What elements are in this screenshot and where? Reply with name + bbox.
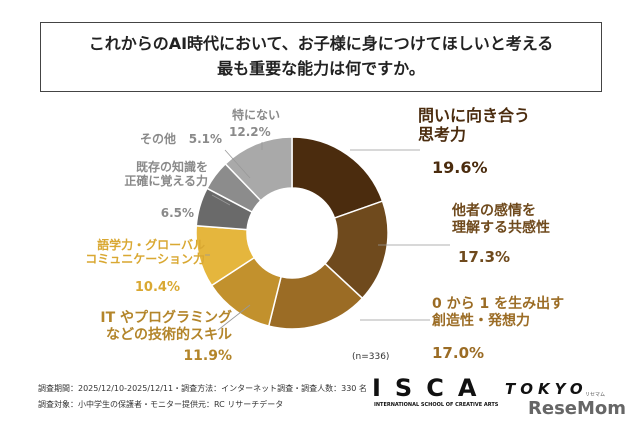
- value-label: 5.1%: [188, 132, 222, 146]
- value-label: 10.4%: [134, 280, 180, 295]
- donut-segment: [291, 136, 384, 219]
- watermark-kana: リセマム: [585, 392, 606, 398]
- donut-segment: [224, 136, 293, 202]
- leader-line: [211, 194, 231, 206]
- footer: 調査期間：2025/12/10-2025/12/11・調査方法：インターネット調…: [38, 384, 367, 393]
- value-label: 12.2%: [229, 125, 271, 139]
- category-label: 問いに向き合う 思考力: [418, 106, 531, 145]
- logo-subtitle: INTERNATIONAL SCHOOL OF CREATIVE ARTS: [374, 402, 499, 408]
- category-label: 他者の感情を 理解する共感性: [452, 203, 550, 236]
- category-label: IT やプログラミング などの技術的スキル: [100, 310, 232, 343]
- leader-line: [224, 149, 251, 179]
- title-box: [40, 22, 602, 92]
- chart-title: これからのAI時代において、お子様に身につけてほしいと考える 最も重要な能力は何…: [88, 34, 554, 78]
- value-label: 17.0%: [432, 344, 485, 362]
- value-label: 6.5%: [160, 206, 194, 220]
- category-label: 特にない: [232, 108, 281, 122]
- watermark: ReseMom: [528, 398, 627, 419]
- logo-city: TOKYO: [505, 380, 588, 398]
- leader-line: [217, 304, 251, 331]
- category-label: 既存の知識を 正確に覚える力: [124, 160, 208, 189]
- note: (n=336): [352, 352, 390, 362]
- value-label: 19.6%: [432, 158, 488, 177]
- value-label: 11.9%: [183, 348, 232, 364]
- category-label: その他: [139, 132, 176, 146]
- footer: 調査対象：小中学生の保護者・モニター提供元：RC リサーチデータ: [38, 400, 284, 409]
- category-label: 語学力・グローバル コミュニケーション力: [85, 238, 205, 267]
- value-label: 17.3%: [458, 248, 511, 266]
- category-label: 0 から 1 を生み出す 創造性・発想力: [432, 296, 565, 329]
- logo: ISCA: [372, 374, 491, 402]
